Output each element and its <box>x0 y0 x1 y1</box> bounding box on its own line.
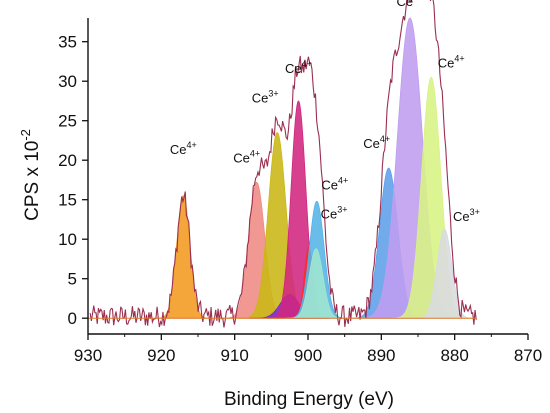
measured-spectrum <box>88 0 477 328</box>
y-tick-label: 5 <box>68 270 77 289</box>
peak-label-oxidation: 3+ <box>413 0 423 2</box>
peak-label-element: Ce <box>453 209 470 224</box>
x-tick-label: 910 <box>220 346 248 365</box>
peak-label-oxidation: 3+ <box>470 207 480 217</box>
x-tick-label: 870 <box>514 346 542 365</box>
peak-label-element: Ce <box>170 142 187 157</box>
y-tick-label: 35 <box>58 33 77 52</box>
peak-label-oxidation: 3+ <box>268 89 278 99</box>
peak-label-element: Ce <box>252 91 269 106</box>
x-tick-label: 900 <box>294 346 322 365</box>
peak-labels: Ce4+Ce4+Ce3+Ce4+Ce4+Ce3+Ce4+Ce3+Ce4+Ce3+ <box>170 0 480 224</box>
peak-label-12: Ce3+ <box>453 207 480 224</box>
peak-label-3: Ce3+ <box>252 89 279 106</box>
peak-label-element: Ce <box>396 0 413 9</box>
fit-peak-8 <box>286 248 346 319</box>
peak-label-oxidation: 4+ <box>187 140 197 150</box>
peak-label-11: Ce4+ <box>438 53 465 70</box>
y-tick-label: 25 <box>58 112 77 131</box>
peak-label-element: Ce <box>285 61 302 76</box>
peak-label-1: Ce4+ <box>170 140 197 157</box>
y-axis-title-main: CPS x 10 <box>22 141 43 221</box>
peak-label-9: Ce4+ <box>363 134 390 151</box>
x-tick-label: 880 <box>440 346 468 365</box>
y-tick-label: 20 <box>58 151 77 170</box>
peak-label-oxidation: 4+ <box>302 59 312 69</box>
x-tick-label: 920 <box>147 346 175 365</box>
fitted-peaks <box>155 17 476 319</box>
peak-label-oxidation: 4+ <box>454 53 464 63</box>
tick-labels: 930 920 910 900 890 880 870 0 5 10 15 20 25 30 35 <box>58 33 542 365</box>
peak-label-element: Ce <box>321 177 338 192</box>
peak-label-oxidation: 4+ <box>380 134 390 144</box>
fit-peak-12 <box>413 228 476 319</box>
peak-label-oxidation: 3+ <box>337 205 347 215</box>
y-tick-label: 0 <box>68 309 77 328</box>
y-axis-title-exponent: -2 <box>18 129 33 141</box>
peak-label-element: Ce <box>363 136 380 151</box>
peak-label-element: Ce <box>233 150 250 165</box>
x-tick-label: 890 <box>367 346 395 365</box>
peak-label-element: Ce <box>438 55 455 70</box>
peak-label-7: Ce4+ <box>321 175 348 192</box>
peak-label-8: Ce3+ <box>321 205 348 222</box>
fit-peak-1 <box>155 195 212 319</box>
x-axis-title: Binding Energy (eV) <box>224 389 394 410</box>
y-tick-label: 15 <box>58 191 77 210</box>
peak-label-10: Ce3+ <box>396 0 423 9</box>
spectrum-line <box>89 0 477 328</box>
x-tick-label: 930 <box>74 346 102 365</box>
y-tick-label: 30 <box>58 72 77 91</box>
peak-label-oxidation: 4+ <box>338 175 348 185</box>
y-axis-title: CPS x 10-2 <box>18 129 43 221</box>
peak-label-element: Ce <box>321 207 338 222</box>
peak-label-2: Ce4+ <box>233 148 260 165</box>
y-tick-label: 10 <box>58 230 77 249</box>
peak-label-5: Ce4+ <box>285 59 312 76</box>
peak-label-oxidation: 4+ <box>250 148 260 158</box>
